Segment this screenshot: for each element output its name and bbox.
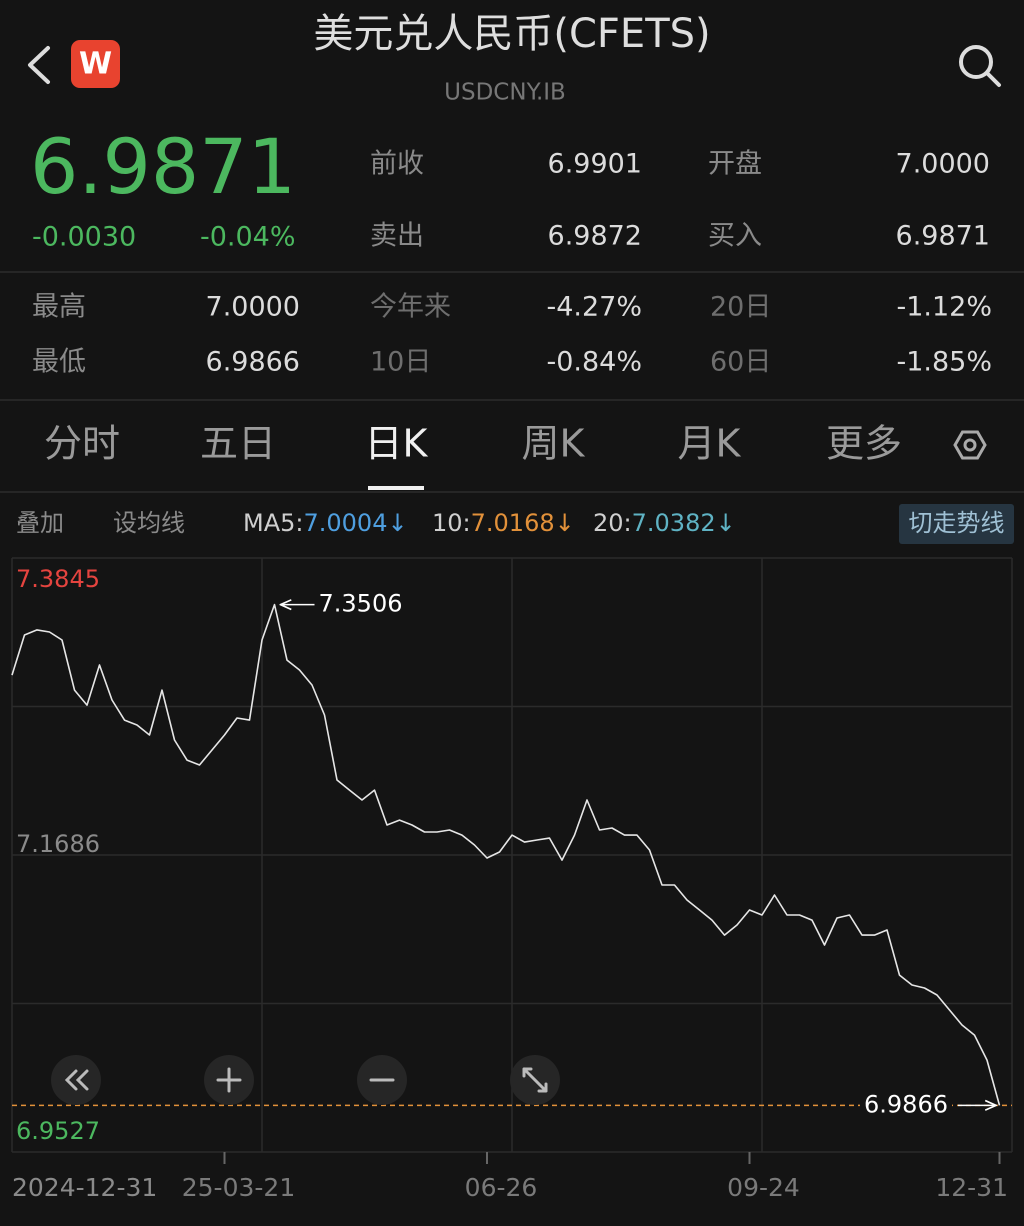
ma-value: 7.0004↓ — [303, 509, 407, 537]
tab-indicator — [368, 486, 424, 490]
stat-value: 6.9871 — [896, 221, 990, 252]
price-change-pct: -0.04% — [200, 222, 296, 253]
stat-value: -1.85% — [896, 347, 992, 378]
stat-value: -0.84% — [546, 347, 642, 378]
stat-value: -1.12% — [896, 292, 992, 323]
stat-label: 开盘 — [708, 149, 762, 180]
x-tick-label: 25-03-21 — [182, 1173, 295, 1202]
toggle-label: 切走势线 — [909, 509, 1005, 537]
ma-label: MA5: — [243, 509, 303, 537]
zoom-controls — [51, 1055, 560, 1105]
ma-values: MA5:7.0004↓ 10:7.0168↓ 20:7.0382↓ — [243, 509, 736, 537]
stat-value: 6.9872 — [548, 221, 642, 252]
y-tick-label: 7.1686 — [16, 830, 100, 858]
x-tick-label: 2024-12-31 — [12, 1173, 157, 1202]
stat-label: 最高 — [32, 292, 86, 323]
tab[interactable]: 更多 — [826, 422, 902, 466]
max-label: 7.3506 — [319, 590, 403, 618]
tab[interactable]: 月K — [678, 422, 742, 466]
last-label: 6.9866 — [864, 1090, 948, 1118]
last-label-bg — [860, 1091, 952, 1120]
stat-value: 7.0000 — [896, 149, 990, 180]
ma-entry: 20:7.0382↓ — [593, 509, 736, 537]
y-tick-label: 6.9527 — [16, 1117, 100, 1145]
stat-label: 60日 — [710, 347, 771, 378]
logo-text: W — [79, 47, 112, 82]
price: 6.9871 — [30, 122, 296, 211]
overlay-button[interactable]: 叠加 — [16, 509, 64, 537]
stat-value: 6.9901 — [548, 149, 642, 180]
x-tick-label: 12-31 — [935, 1173, 1008, 1202]
stat-value: 6.9866 — [206, 347, 300, 378]
tab-bar: 分时 五日 日K 周K 月K 更多 — [44, 422, 902, 490]
logo — [71, 40, 120, 88]
tab[interactable]: 分时 — [44, 422, 120, 466]
x-tick-label: 06-26 — [465, 1173, 538, 1202]
stat-label: 前收 — [370, 149, 424, 180]
x-tick-label: 09-24 — [727, 1173, 800, 1202]
chart: 7.3845 7.1686 6.9527 2024-12-31 25-03-21 06-2… — [11, 557, 1012, 1202]
stat-value: -4.27% — [546, 292, 642, 323]
ma-value: 7.0168↓ — [471, 509, 575, 537]
stat-label: 卖出 — [370, 221, 424, 252]
ma-value: 7.0382↓ — [632, 509, 736, 537]
tab[interactable]: 日K — [365, 422, 429, 466]
settings-button[interactable] — [953, 430, 987, 460]
ma-entry: MA5:7.0004↓ — [243, 509, 408, 537]
symbol-code: USDCNY.IB — [444, 80, 566, 106]
price-line — [11, 603, 1001, 1106]
search-button[interactable] — [959, 45, 1001, 87]
back-button[interactable] — [28, 46, 50, 84]
ma-label: 10: — [432, 509, 471, 537]
stats: 前收 6.9901 开盘 7.0000 卖出 6.9872 买入 6.9871 最高 7.0000… — [32, 149, 992, 378]
y-tick-label: 7.3845 — [16, 565, 100, 593]
stat-label: 20日 — [710, 292, 771, 323]
stat-label: 最低 — [32, 347, 86, 378]
stat-label: 买入 — [708, 221, 762, 252]
toggle-button[interactable] — [899, 504, 1014, 544]
stat-value: 7.0000 — [206, 292, 300, 323]
ma-label: 20: — [593, 509, 632, 537]
set-ma-button[interactable]: 设均线 — [113, 509, 185, 537]
stat-label: 10日 — [370, 347, 431, 378]
tab[interactable]: 周K — [522, 422, 586, 466]
page-title: 美元兑人民币(CFETS) — [313, 11, 710, 57]
price-change: -0.0030 — [32, 222, 136, 253]
stat-label: 今年来 — [370, 292, 451, 323]
tab[interactable]: 五日 — [200, 422, 276, 466]
ma-entry: 10:7.0168↓ — [432, 509, 575, 537]
